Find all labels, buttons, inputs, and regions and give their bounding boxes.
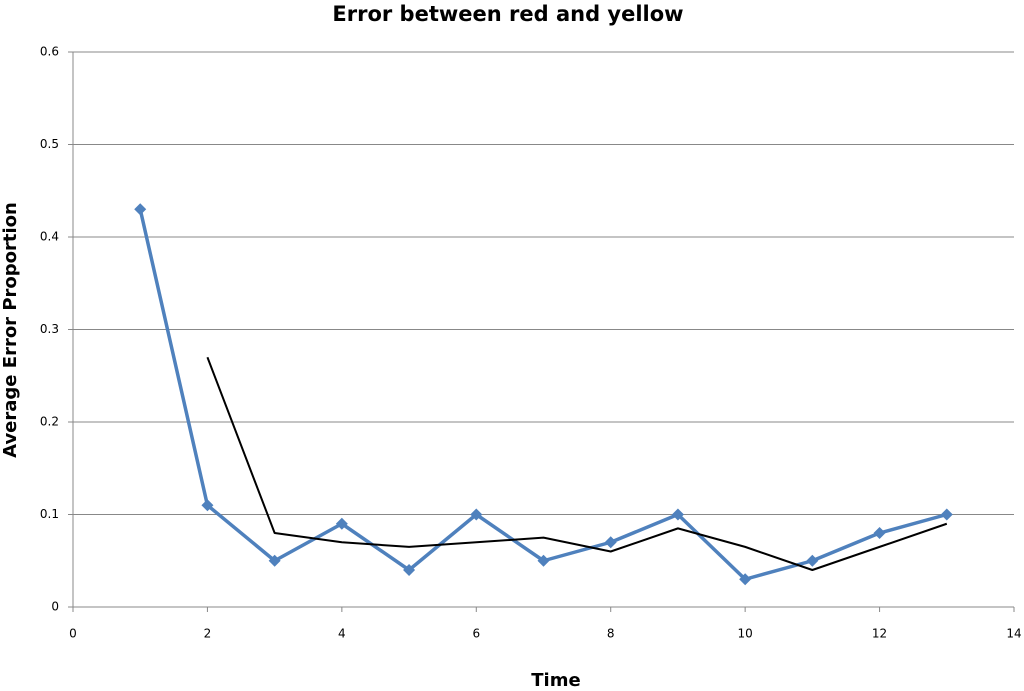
- y-tick-label: 0.6: [40, 45, 59, 59]
- x-tick-label: 2: [204, 627, 212, 641]
- x-tick-label: 14: [1006, 627, 1021, 641]
- x-tick-label: 4: [338, 627, 346, 641]
- x-tick-label: 6: [472, 627, 480, 641]
- y-tick-label: 0.2: [40, 415, 59, 429]
- marker: [873, 527, 886, 539]
- marker: [470, 508, 483, 521]
- marker: [537, 554, 550, 567]
- x-tick-label: 0: [69, 627, 77, 641]
- marker: [940, 508, 953, 521]
- y-tick-label: 0.5: [40, 137, 59, 151]
- marker: [134, 203, 147, 216]
- line: [206, 356, 948, 571]
- y-tick-label: 0.4: [40, 230, 59, 244]
- marker: [201, 499, 214, 512]
- marker: [403, 564, 416, 576]
- x-axis-title: Time: [531, 670, 580, 691]
- chart-title: Error between red and yellow: [332, 2, 683, 26]
- marker: [604, 536, 617, 549]
- y-tick-label: 0: [51, 600, 59, 614]
- x-tick-label: 12: [872, 627, 887, 641]
- marker: [335, 517, 348, 530]
- x-tick-label: 10: [738, 627, 753, 641]
- marker: [739, 573, 752, 586]
- x-tick-label: 8: [607, 627, 615, 641]
- y-tick-label: 0.3: [40, 322, 59, 336]
- marker: [806, 554, 819, 567]
- y-tick-label: 0.1: [40, 507, 59, 521]
- marker: [671, 508, 684, 521]
- marker: [268, 554, 281, 567]
- y-axis-title: Average Error Proportion: [0, 202, 21, 458]
- line: [138, 208, 948, 581]
